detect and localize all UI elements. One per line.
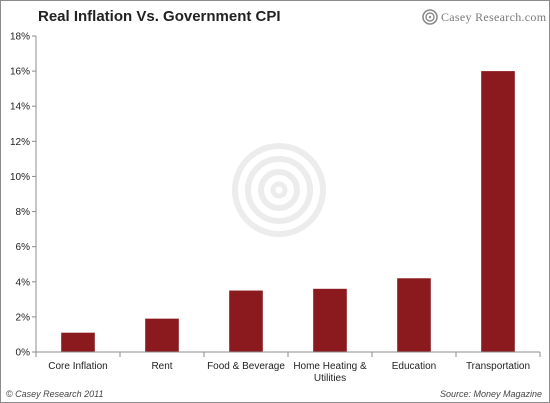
y-tick-label: 8%	[16, 207, 31, 218]
source-note: Source: Money Magazine	[439, 389, 542, 399]
y-tick-label: 0%	[16, 348, 31, 359]
y-tick-label: 4%	[16, 277, 31, 288]
bar	[313, 288, 347, 352]
y-tick-label: 6%	[16, 242, 31, 253]
x-category-label: Transportation	[466, 361, 530, 372]
y-tick-label: 12%	[10, 137, 30, 148]
bar	[397, 278, 431, 352]
y-tick-label: 16%	[10, 67, 30, 78]
casey-research-logo-icon	[422, 9, 438, 25]
y-tick-label: 10%	[10, 172, 30, 183]
x-category-label: Home Heating &	[293, 361, 367, 372]
bar	[481, 71, 515, 352]
watermark-icon	[232, 143, 326, 237]
x-category-label: Food & Beverage	[207, 361, 285, 372]
x-category-label: Utilities	[314, 373, 346, 384]
y-tick-label: 14%	[10, 102, 30, 113]
chart-title: Real Inflation Vs. Government CPI	[38, 8, 281, 25]
x-category-label: Education	[392, 361, 436, 372]
logo-text: Casey Research.com	[441, 9, 547, 24]
x-category-label: Core Inflation	[48, 361, 107, 372]
x-category-label: Rent	[151, 361, 172, 372]
copyright-note: © Casey Research 2011	[6, 389, 104, 399]
brand-logo: Casey Research.com	[422, 9, 546, 25]
bar	[61, 332, 95, 352]
bar	[145, 318, 179, 352]
y-tick-label: 2%	[16, 312, 31, 323]
y-tick-label: 18%	[10, 32, 30, 43]
bar	[229, 290, 263, 352]
